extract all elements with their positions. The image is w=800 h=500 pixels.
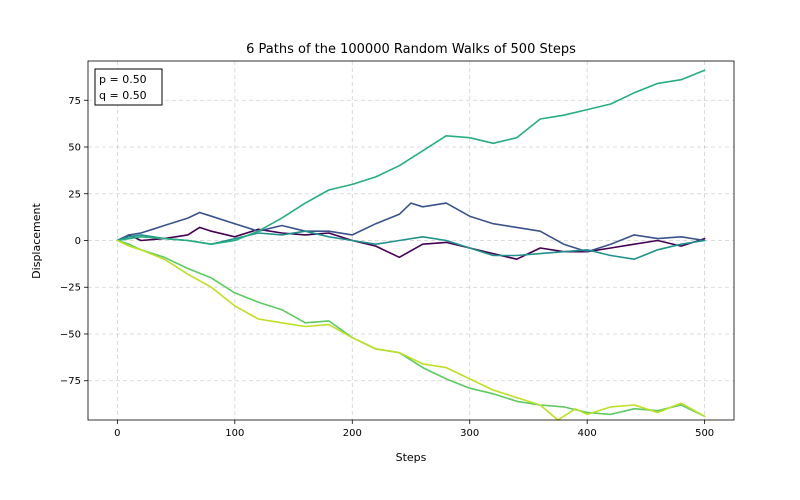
axis-ticks: 0 100 200 300 400 500 −75 −50 −25 0 25 50 75: [60, 96, 714, 439]
y-tick-label: −25: [60, 283, 81, 294]
y-tick-label: −75: [60, 376, 81, 387]
parameter-annotation: p = 0.50 q = 0.50: [94, 68, 163, 106]
x-tick-label: 0: [114, 428, 120, 439]
walk-path-4: [116, 69, 706, 245]
x-tick-label: 400: [578, 428, 597, 439]
x-axis-title: Steps: [396, 451, 427, 464]
grid: [88, 61, 734, 420]
y-tick-label: 25: [68, 189, 81, 200]
y-tick-label: 50: [68, 143, 81, 154]
annotation-box: [94, 68, 163, 106]
y-tick-label: 0: [75, 236, 81, 247]
x-tick-label: 200: [343, 428, 362, 439]
series-lines: [116, 69, 706, 421]
x-tick-label: 300: [460, 428, 479, 439]
y-axis-title: Displacement: [30, 203, 43, 279]
x-tick-label: 500: [695, 428, 714, 439]
chart-title: 6 Paths of the 100000 Random Walks of 50…: [246, 42, 576, 57]
walk-path-1: [116, 226, 706, 261]
annotation-p-label: p = 0.50: [99, 73, 147, 86]
walk-path-6: [116, 239, 706, 421]
x-tick-label: 100: [225, 428, 244, 439]
y-tick-label: −50: [60, 329, 81, 340]
annotation-q-label: q = 0.50: [99, 89, 147, 102]
y-tick-label: 75: [68, 96, 81, 107]
